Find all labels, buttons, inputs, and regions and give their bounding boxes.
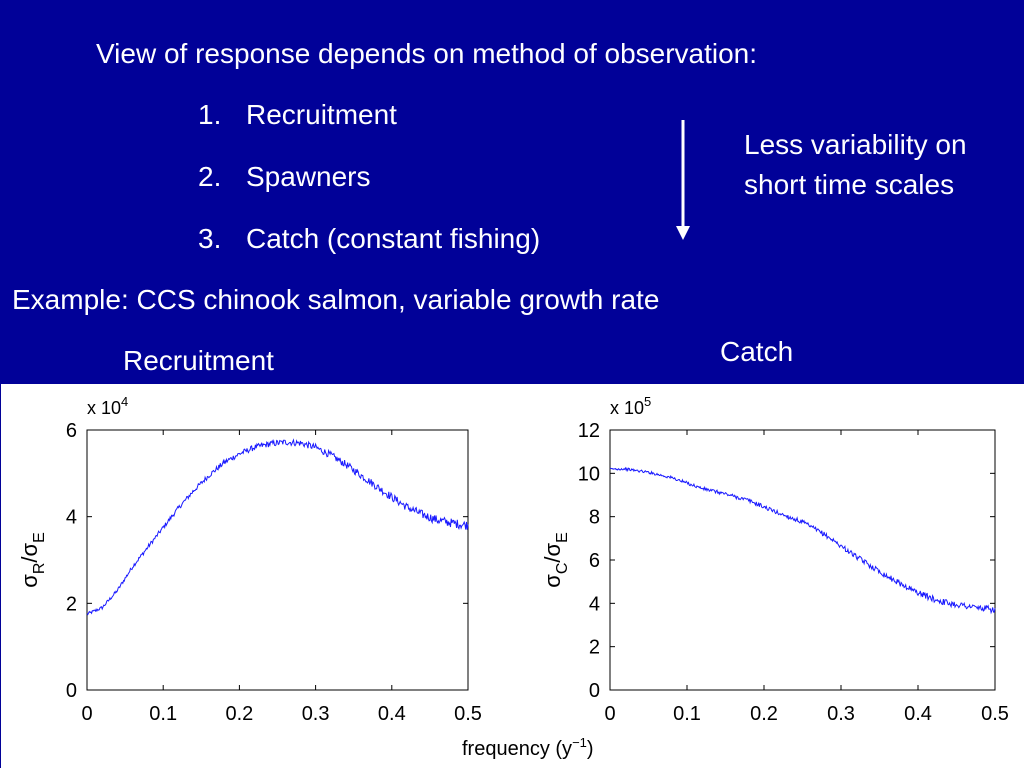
x-axis-label: frequency (y−1) — [462, 735, 594, 760]
x-tick-label: 0.5 — [454, 703, 482, 725]
list-number: 2. — [198, 161, 222, 192]
x-tick-label: 0.5 — [981, 703, 1009, 725]
y-tick-label: 4 — [589, 593, 600, 615]
scale-note: x 105 — [610, 394, 651, 418]
y-axis-label: σC/σE — [540, 532, 571, 588]
y-tick-label: 0 — [589, 680, 600, 702]
y-tick-label: 4 — [66, 507, 77, 529]
y-tick-label: 8 — [589, 507, 600, 529]
list-item-catch: 3. Catch (constant fishing) — [198, 225, 540, 253]
x-tick-label: 0.2 — [225, 703, 253, 725]
x-tick-label: 0.4 — [904, 703, 932, 725]
list-number: 3. — [198, 223, 222, 254]
y-label-sub: C — [554, 563, 571, 575]
y-tick-label: 6 — [589, 550, 600, 572]
y-label-sigma: σ — [17, 574, 42, 588]
y-tick-label: 0 — [66, 680, 77, 702]
y-label-sub: R — [31, 563, 48, 575]
y-tick-label: 2 — [589, 637, 600, 659]
x-label-text: frequency (y — [462, 738, 572, 760]
variability-note: Less variability on short time scales — [744, 129, 967, 200]
y-label-mid: /σ — [17, 543, 42, 563]
y-tick-label: 6 — [66, 420, 77, 442]
y-tick-label: 10 — [578, 463, 600, 485]
x-label-exp: −1 — [572, 735, 587, 750]
list-label: Recruitment — [246, 99, 397, 130]
slide-heading: View of response depends on method of ob… — [96, 38, 758, 69]
y-tick-label: 12 — [578, 420, 600, 442]
series-line-1 — [86, 438, 469, 616]
x-tick-label: 0 — [81, 703, 92, 725]
x-tick-label: 0.1 — [149, 703, 177, 725]
down-arrow-icon — [676, 120, 690, 240]
y-label-sub: E — [31, 532, 48, 543]
list-item-recruitment: 1. Recruitment — [198, 101, 397, 129]
recruitment-label: Recruitment — [123, 345, 274, 376]
list-label: Catch (constant fishing) — [246, 223, 541, 254]
y-label-mid: /σ — [540, 543, 565, 563]
x-label-end: ) — [587, 738, 594, 760]
y-label-sigma: σ — [540, 574, 565, 588]
scale-exponent: 4 — [121, 394, 128, 409]
y-label-sub: E — [554, 532, 571, 543]
plot-area: 0 0.1 0.2 0.3 0.4 0.5 0 2 4 6 x 104 σR/σE 0 0.1 0.2 0.3… — [1, 384, 1024, 768]
x-tick-label: 0 — [604, 703, 615, 725]
list-item-spawners: 2. Spawners — [198, 163, 371, 191]
plot-frame — [86, 429, 469, 691]
x-tick-label: 0.4 — [378, 703, 406, 725]
scale-note: x 104 — [87, 394, 128, 418]
list-number: 1. — [198, 99, 222, 130]
example-caption: Example: CCS chinook salmon, variable gr… — [12, 284, 660, 315]
series-line-1 — [609, 466, 996, 615]
y-axis-label: σR/σE — [17, 532, 48, 588]
list-label: Spawners — [246, 161, 371, 192]
catch-label: Catch — [720, 336, 794, 367]
x-tick-label: 0.3 — [302, 703, 330, 725]
plot-frame — [609, 429, 996, 691]
y-tick-label: 2 — [66, 593, 77, 615]
x-tick-label: 0.3 — [827, 703, 855, 725]
x-tick-label: 0.1 — [673, 703, 701, 725]
scale-exponent: 5 — [644, 394, 651, 409]
chart-1: 0 0.1 0.2 0.3 0.4 0.5 0 2 4 6 x 104 σR/σE — [17, 394, 482, 725]
x-tick-label: 0.2 — [750, 703, 778, 725]
